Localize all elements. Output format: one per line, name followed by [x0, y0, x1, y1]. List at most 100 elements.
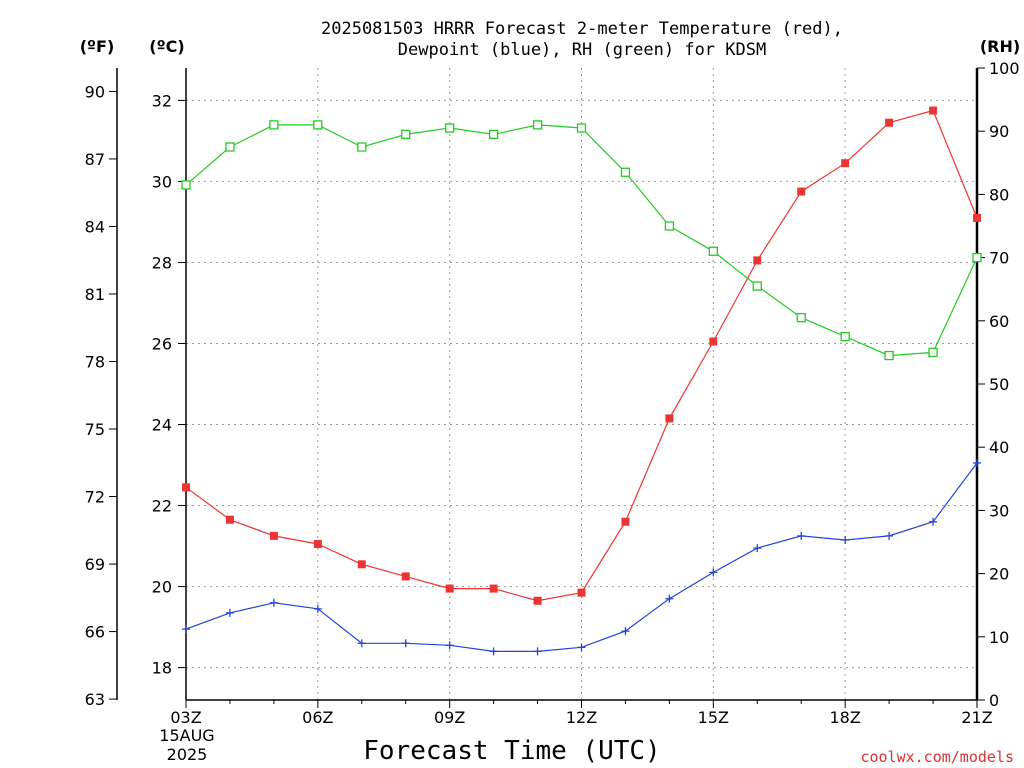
rh-tick-label: 70 — [989, 249, 1009, 268]
temperature-point — [401, 572, 410, 581]
rh-point — [313, 120, 323, 130]
rh-point — [664, 221, 675, 231]
temperature-point — [973, 213, 981, 222]
celsius-unit-label: (ºC) — [149, 37, 184, 56]
dewpoint-point — [489, 647, 498, 656]
rh-tick-label: 60 — [989, 312, 1009, 331]
dewpoint-series-line — [185, 462, 978, 653]
fahrenheit-tick-label: 84 — [85, 217, 105, 236]
rh-point — [532, 120, 543, 130]
ticks-layer: 03Z 06Z 09Z 12Z 15Z 18Z 21Z 18 20 22 24 26 28 30 32 63 6… — [85, 59, 1020, 727]
fahrenheit-tick-label: 75 — [85, 420, 105, 439]
rh-point — [972, 252, 982, 263]
series-layer — [181, 106, 982, 656]
temperature-point — [225, 515, 234, 524]
fahrenheit-tick-label: 87 — [85, 150, 105, 169]
temperature-point — [577, 588, 586, 597]
dewpoint-point — [885, 531, 894, 540]
rh-point — [357, 142, 367, 152]
fahrenheit-tick-label: 66 — [85, 623, 105, 642]
temperature-point — [929, 106, 938, 115]
dewpoint-point — [929, 517, 938, 526]
grid-layer — [186, 68, 977, 700]
x-tick-label: 15Z — [698, 708, 729, 727]
dewpoint-point — [753, 544, 762, 553]
rh-point — [401, 129, 411, 140]
dewpoint-point — [269, 598, 278, 607]
dewpoint-point — [313, 604, 322, 613]
x-tick-label: 12Z — [566, 708, 597, 727]
rh-point — [269, 120, 279, 130]
temperature-point — [753, 256, 762, 265]
credit-label: coolwx.com/models — [860, 748, 1014, 766]
fahrenheit-tick-label: 90 — [85, 82, 105, 101]
dewpoint-point — [533, 647, 542, 656]
rh-point — [752, 281, 762, 291]
fahrenheit-tick-label: 63 — [85, 690, 105, 709]
rh-point — [708, 246, 718, 256]
celsius-tick-label: 20 — [152, 578, 172, 597]
celsius-tick-label: 18 — [152, 659, 172, 678]
fahrenheit-tick-label: 69 — [85, 555, 105, 574]
celsius-tick-label: 24 — [152, 416, 172, 435]
rh-point — [928, 347, 938, 358]
fahrenheit-tick-label: 81 — [85, 285, 105, 304]
dewpoint-point — [357, 639, 366, 648]
rh-tick-label: 50 — [989, 375, 1009, 394]
dewpoint-point — [841, 535, 850, 544]
dewpoint-point — [401, 639, 410, 648]
rh-point — [225, 142, 235, 152]
rh-point — [796, 312, 806, 323]
temperature-point — [885, 118, 894, 127]
x-tick-label: 03Z — [170, 708, 201, 727]
temperature-point — [665, 414, 674, 423]
rh-tick-label: 30 — [989, 501, 1009, 520]
rh-point — [181, 180, 191, 190]
rh-tick-label: 100 — [989, 59, 1020, 78]
fahrenheit-tick-label: 72 — [85, 488, 105, 507]
temperature-point — [269, 531, 278, 540]
temperature-point — [182, 483, 190, 492]
rh-tick-label: 0 — [989, 691, 999, 710]
rh-point — [576, 123, 587, 133]
rh-tick-label: 80 — [989, 185, 1009, 204]
rh-tick-label: 10 — [989, 628, 1009, 647]
dewpoint-point — [445, 641, 454, 650]
temperature-point — [709, 337, 718, 346]
chart-title-line2: Dewpoint (blue), RH (green) for KDSM — [398, 40, 766, 60]
temperature-point — [489, 584, 498, 593]
temperature-point — [621, 517, 630, 526]
temperature-point — [797, 187, 806, 196]
celsius-tick-label: 32 — [152, 91, 172, 110]
temperature-point — [313, 540, 322, 549]
date-label-year: 2025 — [167, 745, 208, 764]
dewpoint-point — [225, 608, 234, 617]
date-label-day: 15AUG — [159, 726, 214, 745]
temperature-point — [841, 159, 850, 168]
celsius-tick-label: 28 — [152, 253, 172, 272]
celsius-tick-label: 22 — [152, 497, 172, 516]
temperature-point — [533, 596, 542, 605]
temperature-series-line — [185, 109, 978, 602]
x-tick-label: 21Z — [961, 708, 992, 727]
chart-title-line1: 2025081503 HRRR Forecast 2-meter Tempera… — [321, 19, 843, 39]
dewpoint-point — [577, 643, 586, 652]
temperature-point — [445, 584, 454, 593]
fahrenheit-unit-label: (ºF) — [80, 37, 115, 56]
rh-point — [488, 129, 499, 140]
rh-tick-label: 20 — [989, 565, 1009, 584]
rh-tick-label: 90 — [989, 122, 1009, 141]
rh-tick-label: 40 — [989, 438, 1009, 457]
dewpoint-point — [973, 459, 981, 467]
x-axis-label: Forecast Time (UTC) — [363, 736, 660, 766]
dewpoint-point — [621, 627, 630, 636]
rh-point — [620, 167, 631, 177]
x-tick-label: 18Z — [830, 708, 861, 727]
dewpoint-point — [709, 568, 718, 577]
x-tick-label: 09Z — [434, 708, 465, 727]
dewpoint-point — [797, 531, 806, 540]
celsius-tick-label: 30 — [152, 172, 172, 191]
fahrenheit-tick-label: 78 — [85, 352, 105, 371]
temperature-point — [357, 560, 366, 569]
